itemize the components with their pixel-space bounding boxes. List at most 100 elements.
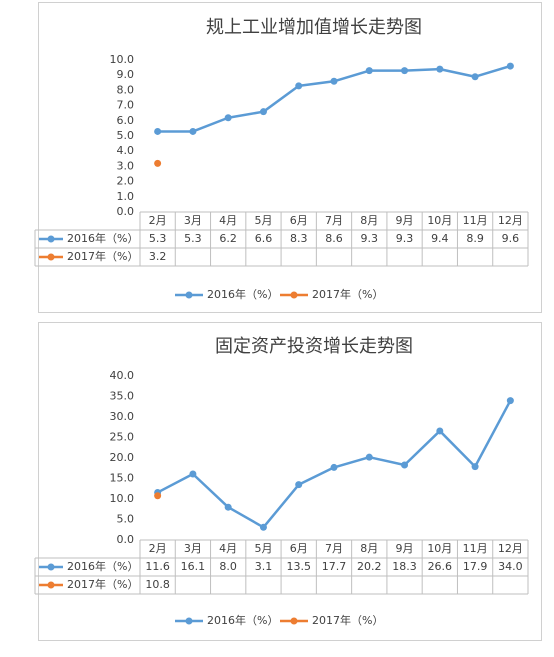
- data-point: [295, 82, 303, 90]
- y-tick-label: 6.0: [117, 114, 135, 127]
- x-tick-label: 7月: [325, 542, 343, 555]
- data-point: [471, 73, 479, 81]
- data-label: 8.9: [466, 232, 484, 245]
- data-point: [295, 481, 303, 489]
- x-tick-label: 10月: [427, 542, 452, 555]
- x-tick-label: 5月: [254, 542, 272, 555]
- data-label: 10.8: [145, 578, 170, 591]
- x-tick-label: 5月: [254, 214, 272, 227]
- data-point: [436, 65, 444, 73]
- x-tick-label: 7月: [325, 214, 343, 227]
- data-label: 9.3: [361, 232, 379, 245]
- legend-label: 2016年（%）: [67, 231, 138, 245]
- data-label: 3.1: [255, 560, 273, 573]
- y-tick-label: 30.0: [110, 410, 135, 423]
- y-tick-label: 1.0: [117, 190, 135, 203]
- data-point: [189, 470, 197, 478]
- data-point: [259, 108, 267, 116]
- legend-label: 2017年（%）: [312, 287, 383, 301]
- x-tick-label: 3月: [184, 214, 202, 227]
- x-tick-label: 10月: [427, 214, 452, 227]
- x-tick-label: 12月: [498, 542, 523, 555]
- legend-swatch: [47, 253, 55, 261]
- data-label: 8.0: [219, 560, 237, 573]
- data-label: 3.2: [149, 250, 167, 263]
- y-tick-label: 2.0: [117, 175, 135, 188]
- y-tick-label: 9.0: [117, 68, 135, 81]
- legend-swatch: [185, 291, 193, 299]
- y-tick-label: 20.0: [110, 451, 135, 464]
- data-point: [154, 492, 162, 500]
- y-tick-label: 7.0: [117, 99, 135, 112]
- y-tick-label: 0.0: [117, 205, 135, 218]
- data-point: [401, 67, 409, 75]
- data-label: 8.3: [290, 232, 308, 245]
- data-label: 9.3: [396, 232, 414, 245]
- y-tick-label: 8.0: [117, 83, 135, 96]
- data-point: [330, 77, 338, 85]
- y-tick-label: 4.0: [117, 144, 135, 157]
- x-tick-label: 3月: [184, 542, 202, 555]
- legend-swatch: [290, 291, 298, 299]
- data-label: 5.3: [184, 232, 202, 245]
- x-tick-label: 8月: [360, 542, 378, 555]
- data-label: 9.4: [431, 232, 449, 245]
- data-point: [154, 159, 162, 167]
- data-point: [365, 453, 373, 461]
- data-label: 9.6: [502, 232, 520, 245]
- x-tick-label: 9月: [396, 214, 414, 227]
- x-tick-label: 2月: [149, 214, 167, 227]
- x-tick-label: 8月: [360, 214, 378, 227]
- data-point: [506, 397, 514, 405]
- data-point: [365, 67, 373, 75]
- data-point: [224, 503, 232, 511]
- legend-label: 2016年（%）: [67, 559, 138, 573]
- x-tick-label: 4月: [219, 542, 237, 555]
- chart-title: 固定资产投资增长走势图: [215, 336, 413, 357]
- y-tick-label: 40.0: [110, 369, 135, 382]
- x-tick-label: 12月: [498, 214, 523, 227]
- x-tick-label: 2月: [149, 542, 167, 555]
- data-label: 26.6: [428, 560, 453, 573]
- data-point: [401, 461, 409, 469]
- x-tick-label: 6月: [290, 542, 308, 555]
- y-tick-label: 0.0: [117, 533, 135, 546]
- legend-label: 2017年（%）: [67, 249, 138, 263]
- legend-label: 2016年（%）: [207, 613, 278, 627]
- data-point: [189, 127, 197, 135]
- y-tick-label: 35.0: [110, 390, 135, 403]
- data-label: 20.2: [357, 560, 382, 573]
- y-tick-label: 10.0: [110, 53, 135, 66]
- x-tick-label: 11月: [463, 214, 488, 227]
- x-tick-label: 9月: [396, 542, 414, 555]
- data-label: 13.5: [286, 560, 311, 573]
- data-label: 6.6: [255, 232, 273, 245]
- data-label: 11.6: [145, 560, 170, 573]
- data-label: 8.6: [325, 232, 343, 245]
- data-label: 34.0: [498, 560, 523, 573]
- data-point: [471, 463, 479, 471]
- y-tick-label: 15.0: [110, 472, 135, 485]
- data-label: 5.3: [149, 232, 167, 245]
- legend-swatch: [47, 563, 55, 571]
- data-label: 18.3: [392, 560, 417, 573]
- data-point: [506, 62, 514, 70]
- data-label: 17.9: [463, 560, 488, 573]
- y-tick-label: 5.0: [117, 513, 135, 526]
- y-tick-label: 5.0: [117, 129, 135, 142]
- data-point: [259, 523, 267, 531]
- data-label: 6.2: [219, 232, 237, 245]
- y-tick-label: 10.0: [110, 492, 135, 505]
- legend-swatch: [290, 617, 298, 625]
- data-point: [330, 463, 338, 471]
- x-tick-label: 6月: [290, 214, 308, 227]
- legend-label: 2017年（%）: [67, 577, 138, 591]
- legend-swatch: [47, 235, 55, 243]
- data-label: 17.7: [322, 560, 347, 573]
- y-tick-label: 25.0: [110, 431, 135, 444]
- data-label: 16.1: [181, 560, 206, 573]
- data-point: [224, 114, 232, 122]
- legend-label: 2016年（%）: [207, 287, 278, 301]
- legend-label: 2017年（%）: [312, 613, 383, 627]
